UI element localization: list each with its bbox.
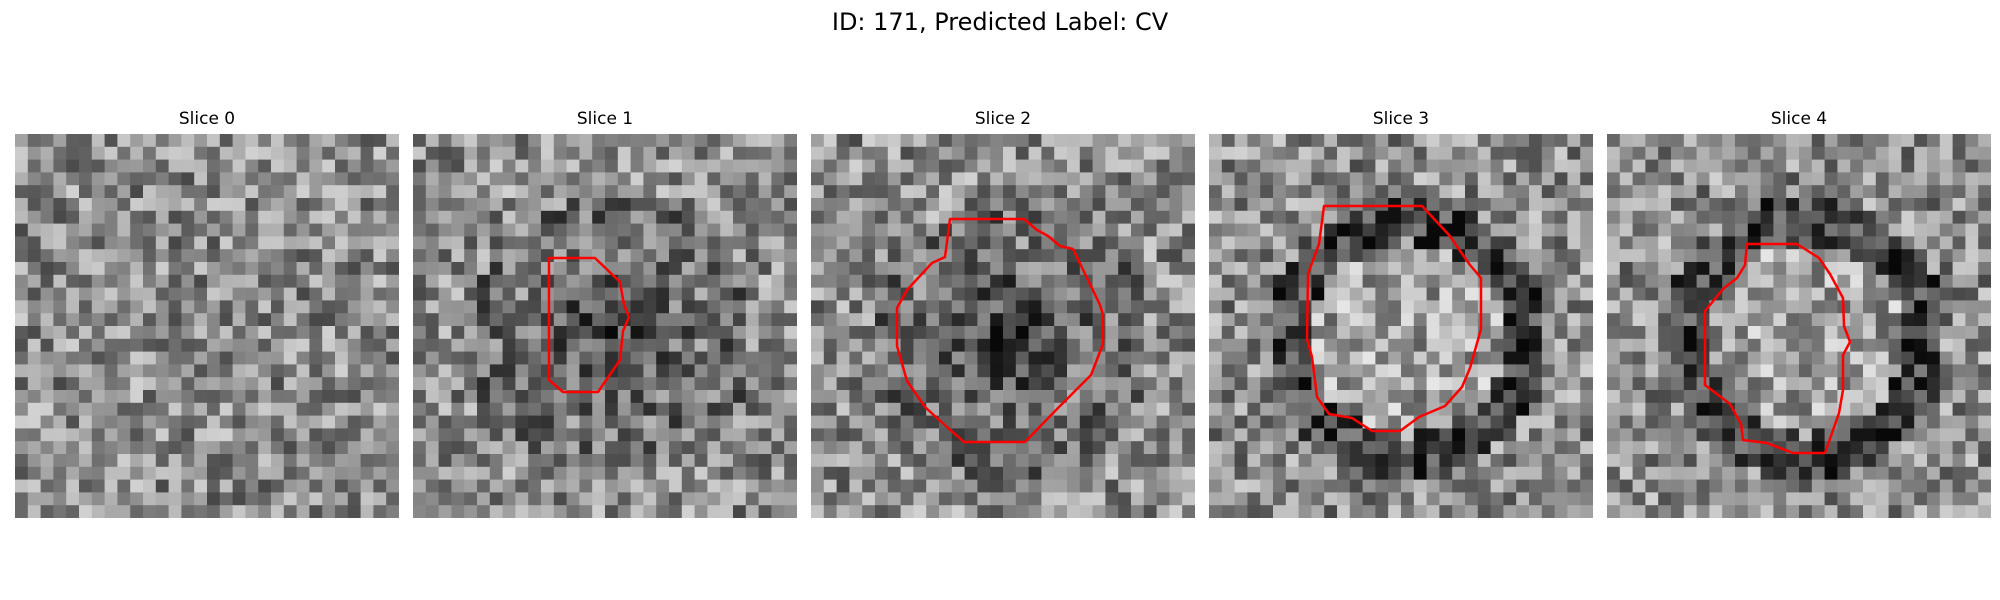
slice-title-3: Slice 3 <box>1372 109 1430 129</box>
slice-title-0: Slice 0 <box>178 109 236 129</box>
segmentation-contour-3 <box>1305 204 1483 433</box>
slice-title-2: Slice 2 <box>974 109 1032 129</box>
slice-image-4 <box>1607 134 1991 518</box>
figure-title: ID: 171, Predicted Label: CV <box>831 8 1169 36</box>
slice-title-1: Slice 1 <box>576 109 634 129</box>
segmentation-contour-4 <box>1703 242 1852 455</box>
slice-image-2 <box>811 134 1195 518</box>
segmentation-contour-2 <box>895 217 1105 444</box>
segmentation-contour-1 <box>547 256 631 394</box>
slice-image-1 <box>413 134 797 518</box>
slice-title-4: Slice 4 <box>1770 109 1828 129</box>
slice-image-0 <box>15 134 399 518</box>
slice-image-3 <box>1209 134 1593 518</box>
